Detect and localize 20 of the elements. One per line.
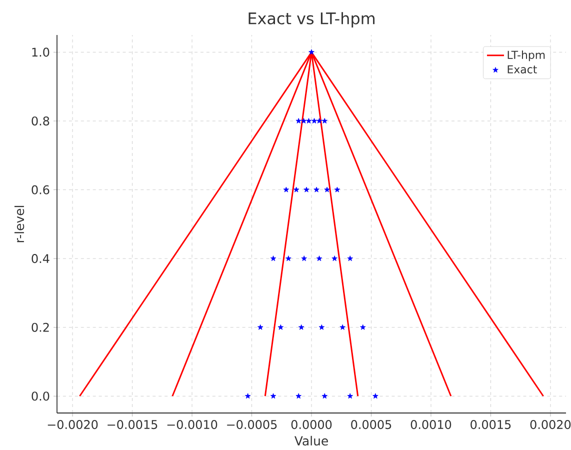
y-tick-label: 0.4	[32, 254, 50, 264]
x-tick-label: 0.0020	[530, 420, 571, 430]
x-tick-label: −0.0005	[227, 420, 277, 430]
y-tick-label: 0.2	[32, 322, 49, 332]
x-tick-label: 0.0005	[351, 420, 392, 430]
y-axis-title: r-level	[14, 206, 24, 242]
x-tick-label: 0.0010	[410, 420, 452, 430]
x-axis-title: Value	[294, 436, 328, 446]
legend-label: LT-hpm	[508, 50, 545, 62]
y-tick-label: 0.0	[32, 392, 50, 401]
x-tick-label: −0.0015	[108, 420, 158, 430]
x-tick-label: 0.0015	[470, 420, 511, 430]
x-tick-label: −0.0020	[48, 420, 98, 430]
x-tick-label: −0.0010	[167, 420, 218, 430]
y-tick-label: 1.0	[32, 48, 50, 57]
x-tick-label: 0.0000	[291, 420, 332, 430]
chart-title: Exact vs LT-hpm	[248, 12, 374, 28]
legend-label: Exact	[508, 65, 537, 74]
y-tick-label: 0.6	[32, 185, 50, 194]
y-tick-label: 0.8	[32, 116, 50, 126]
